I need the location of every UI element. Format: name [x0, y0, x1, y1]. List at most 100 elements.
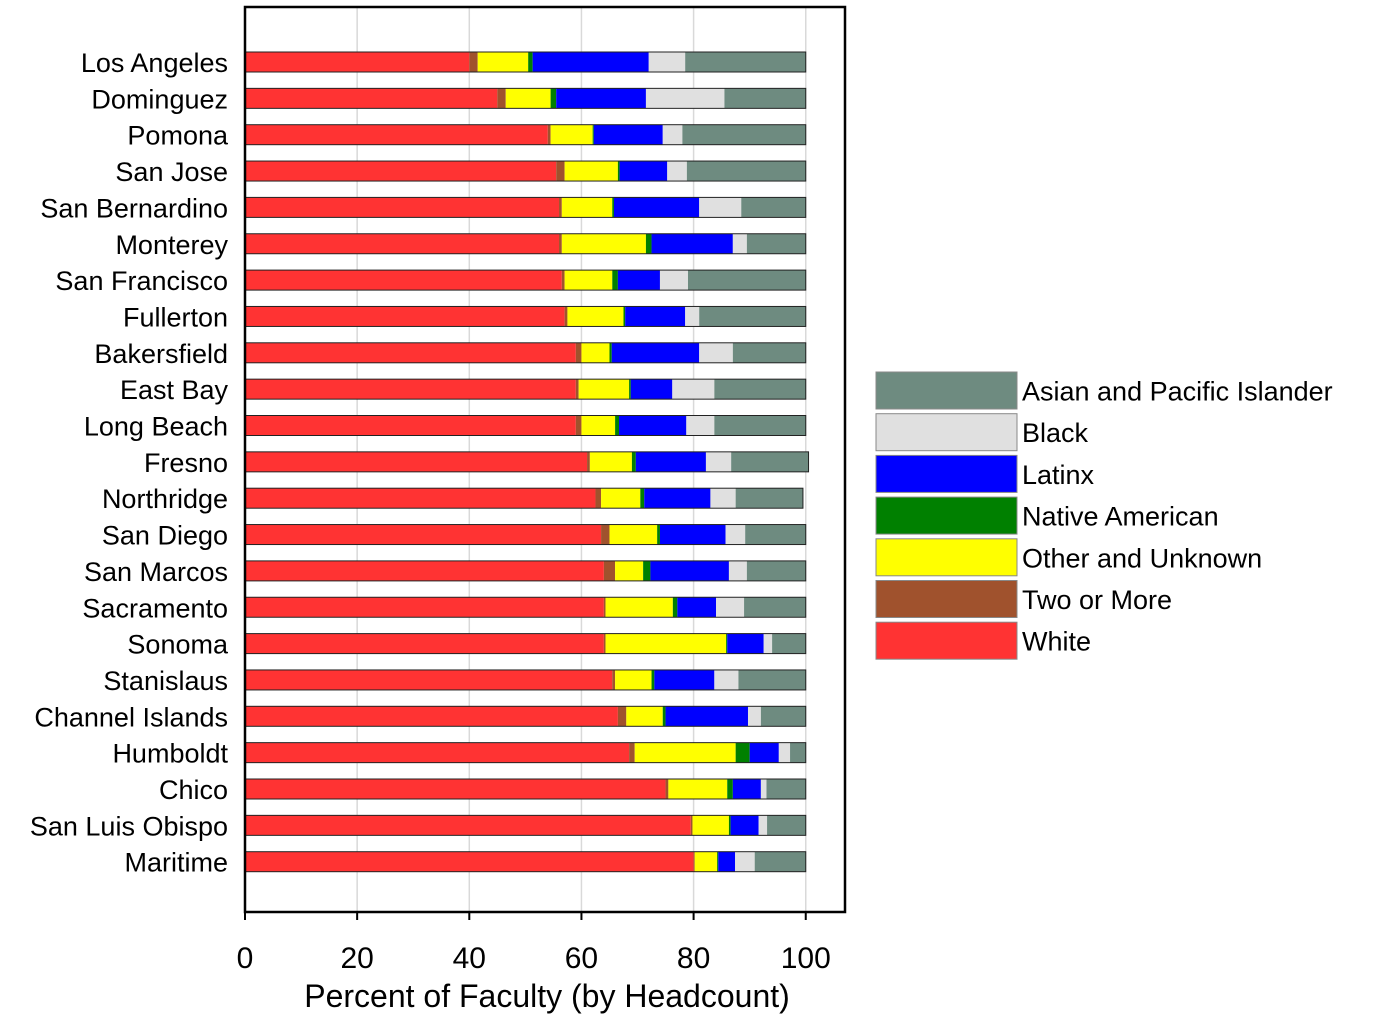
bar-segment-two-or-more: [575, 342, 582, 363]
bar-row: [244, 778, 807, 800]
legend-swatch: [875, 454, 1018, 493]
bar-segment-white: [245, 451, 588, 472]
bar-segment-black: [763, 633, 773, 654]
category-label: San Diego: [102, 521, 228, 551]
bar-segment-other-and-unknown: [601, 488, 641, 509]
bar-segment-black: [735, 851, 755, 872]
x-tick-label: 40: [453, 942, 486, 975]
bar-segment-black: [667, 161, 687, 182]
x-tick-label: 20: [340, 942, 373, 975]
legend-swatch: [875, 538, 1018, 577]
category-label: Fullerton: [123, 302, 228, 332]
bar-segment-latinx: [617, 270, 660, 291]
bar-segment-latinx: [611, 342, 700, 363]
bar-segment-native-american: [640, 488, 645, 509]
bar-segment-asian-and-pacific-islander: [766, 779, 806, 799]
bar-segment-other-and-unknown: [581, 342, 610, 363]
bar-segment-asian-and-pacific-islander: [714, 415, 806, 436]
bar-segment-native-american: [662, 706, 666, 727]
legend-swatch: [875, 413, 1018, 452]
bar-segment-asian-and-pacific-islander: [741, 197, 806, 218]
bar-segment-native-american: [629, 379, 631, 400]
bar-segment-other-and-unknown: [578, 379, 630, 400]
bar-segment-latinx: [677, 597, 717, 618]
bar-segment-native-american: [615, 415, 620, 436]
bar-segment-other-and-unknown: [505, 88, 551, 109]
legend-item: Native American: [875, 496, 1219, 535]
bar-segment-asian-and-pacific-islander: [744, 597, 806, 618]
bar-segment-black: [645, 88, 725, 109]
bar-segment-asian-and-pacific-islander: [682, 124, 806, 145]
bar-segment-two-or-more: [547, 124, 551, 145]
bar-segment-black: [725, 524, 746, 545]
bar-segment-two-or-more: [690, 815, 693, 836]
bar-row: [244, 596, 807, 618]
legend-swatch: [875, 580, 1018, 618]
bar-segment-white: [245, 306, 565, 327]
x-axis-ticks: 0 20 40 60 80 100: [237, 912, 831, 975]
bar-segment-black: [778, 742, 791, 763]
bar-segment-latinx: [718, 851, 736, 872]
bar-segment-native-american: [726, 633, 728, 654]
bar-segment-other-and-unknown: [567, 306, 624, 327]
category-label: Channel Islands: [34, 702, 228, 732]
bar-segment-other-and-unknown: [564, 270, 613, 291]
bar-segment-latinx: [625, 306, 686, 327]
bar-segment-other-and-unknown: [550, 124, 593, 145]
bar-segment-two-or-more: [561, 270, 565, 291]
bar-segment-two-or-more: [603, 560, 616, 581]
x-tick-label: 0: [237, 942, 254, 975]
bar-row: [244, 269, 807, 291]
legend-label: Black: [1022, 418, 1089, 448]
bar-segment-white: [245, 597, 604, 618]
legend-label: Two or More: [1022, 585, 1172, 615]
bar-segment-native-american: [657, 524, 660, 545]
bar-segment-white: [245, 52, 470, 72]
bar-segment-white: [245, 815, 691, 836]
bar-segment-white: [245, 161, 557, 182]
bar-segment-latinx: [635, 451, 706, 472]
legend-item: Latinx: [875, 454, 1095, 493]
bar-segment-white: [245, 633, 604, 654]
bar-segment-latinx: [654, 669, 715, 690]
bar-segment-two-or-more: [601, 524, 610, 545]
bar-segment-asian-and-pacific-islander: [731, 451, 809, 472]
bar-row: [244, 305, 807, 327]
x-axis-title: Percent of Faculty (by Headcount): [304, 978, 790, 1014]
bar-row: [244, 378, 807, 400]
bar-row: [244, 742, 807, 764]
bar-segment-black: [686, 415, 715, 436]
bar-segment-native-american: [612, 270, 618, 291]
legend-label: White: [1022, 627, 1091, 657]
legend-swatch: [875, 496, 1018, 535]
category-label: Sonoma: [127, 630, 229, 660]
bar-segment-two-or-more: [575, 379, 579, 400]
bar-segment-asian-and-pacific-islander: [738, 669, 806, 690]
bar-row: [244, 87, 807, 109]
bar-segment-two-or-more: [612, 669, 616, 690]
category-label: Bakersfield: [94, 339, 228, 369]
bar-segment-black: [716, 597, 745, 618]
bar-segment-two-or-more: [497, 88, 506, 109]
bar-segment-native-american: [592, 124, 594, 145]
bar-segment-other-and-unknown: [694, 851, 718, 872]
bar-segment-other-and-unknown: [477, 52, 529, 72]
bar-segment-black: [705, 451, 732, 472]
category-label: San Marcos: [84, 557, 228, 587]
bar-segment-asian-and-pacific-islander: [735, 488, 803, 509]
bar-segment-two-or-more: [603, 633, 606, 654]
bar-segment-native-american: [617, 161, 620, 182]
bar-segment-black: [662, 124, 683, 145]
bar-segment-asian-and-pacific-islander: [686, 161, 806, 182]
x-tick-label: 60: [565, 942, 598, 975]
category-label: Fresno: [144, 448, 228, 478]
bar-segment-black: [699, 342, 733, 363]
category-label: San Luis Obispo: [30, 811, 228, 841]
bar-segment-other-and-unknown: [561, 233, 646, 254]
bar-row: [244, 233, 807, 255]
bar-segment-black: [685, 306, 700, 327]
bar-segment-native-american: [528, 52, 533, 72]
bar-segment-latinx: [651, 233, 733, 254]
bar-segment-white: [245, 233, 560, 254]
bar-segment-two-or-more: [469, 52, 478, 72]
